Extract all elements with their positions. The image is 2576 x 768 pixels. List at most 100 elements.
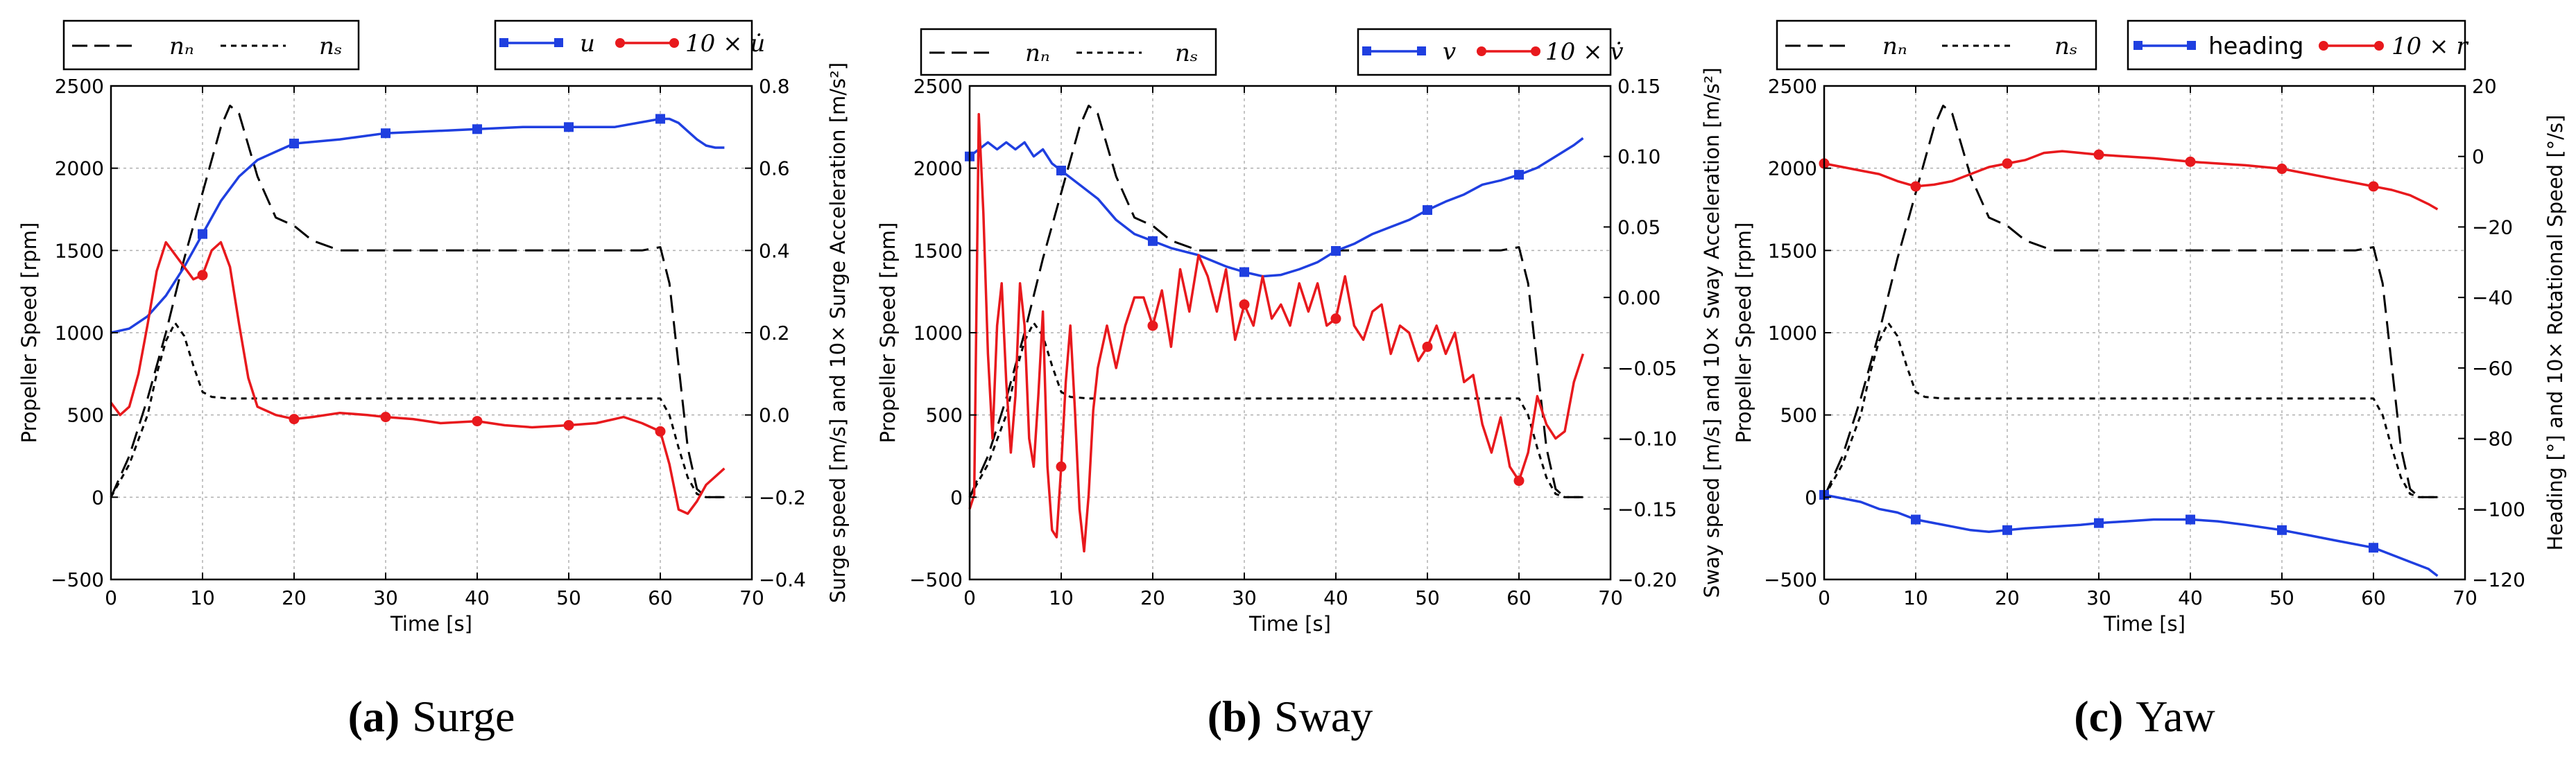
x-tick-label: 50: [556, 586, 581, 609]
y2-tick-label: −40: [2472, 286, 2513, 309]
y2-tick-label: −0.05: [1617, 357, 1677, 380]
x-tick-label: 20: [1995, 586, 2020, 609]
series-line-n-b: [110, 105, 725, 498]
data-marker: [1330, 313, 1341, 324]
x-tick-label: 70: [1598, 586, 1623, 609]
data-marker: [2277, 525, 2287, 535]
y2-tick-label: 20: [2472, 75, 2497, 98]
y-tick-label: 1500: [55, 239, 104, 262]
y2-tick-label: −80: [2472, 428, 2513, 451]
legend-label-nb: nₙ: [1025, 40, 1050, 67]
y-tick-label: 500: [1780, 404, 1817, 427]
y2-tick-label: −0.15: [1617, 498, 1677, 521]
x-tick-label: 20: [1140, 586, 1165, 609]
y-tick-label: 500: [926, 404, 963, 427]
y-tick-label: 1000: [1768, 322, 1817, 344]
y2-tick-label: 0.10: [1617, 146, 1660, 168]
x-tick-label: 10: [1049, 586, 1074, 609]
x-tick-label: 30: [1232, 586, 1257, 609]
y2-tick-label: 0.8: [759, 75, 790, 98]
y2-tick-label: −0.20: [1617, 568, 1677, 591]
legend-label-vdot: 10 × v̇: [1545, 38, 1624, 66]
caption: (c) Yaw: [2074, 692, 2215, 741]
x-tick-label: 0: [963, 586, 976, 609]
y2-tick-label: −0.4: [759, 568, 806, 591]
data-marker: [1514, 170, 1524, 180]
caption: (b) Sway: [1208, 692, 1373, 741]
x-tick-label: 0: [105, 586, 117, 609]
x-tick-label: 10: [1903, 586, 1928, 609]
panel-sway: 0 10 20 30 40 50 60 70−50005001000150020002500−…: [876, 28, 1724, 741]
y2-tick-label: 0.15: [1617, 75, 1660, 98]
y-tick-label: −500: [1764, 568, 1817, 591]
y2-tick-label: −120: [2472, 568, 2525, 591]
legend-propeller: nₙ nₛ: [1776, 19, 2097, 71]
x-tick-label: 10: [190, 586, 215, 609]
y-tick-label: 500: [67, 404, 104, 427]
y-tick-label: 2000: [1768, 157, 1817, 180]
x-tick-label: 30: [2086, 586, 2111, 609]
data-marker: [2094, 518, 2104, 528]
x-tick-label: 20: [282, 586, 307, 609]
data-marker: [2093, 149, 2104, 160]
y-axis-title: Propeller Speed [rpm]: [876, 222, 900, 444]
data-marker: [655, 426, 666, 437]
data-marker: [1910, 181, 1921, 192]
x-tick-label: 40: [465, 586, 490, 609]
y-tick-label: 1500: [913, 239, 963, 262]
series-line-n-b: [1823, 105, 2438, 498]
series-line-10x-v-dot: [968, 112, 1585, 553]
y2-tick-label: −60: [2472, 357, 2513, 380]
x-axis-title: Time [s]: [390, 612, 472, 636]
series-line-n-s: [1823, 322, 2438, 498]
x-axis-title: Time [s]: [2103, 612, 2186, 636]
y-tick-label: 2500: [1768, 75, 1817, 98]
y2-axis-title: Heading [°] and 10× Rotational Speed [°/…: [2543, 115, 2567, 551]
data-marker: [1239, 299, 1250, 310]
y2-tick-label: −0.10: [1617, 428, 1677, 451]
y2-tick-label: 0.2: [759, 322, 790, 344]
data-marker: [2369, 543, 2378, 553]
y-tick-label: 2000: [55, 157, 104, 180]
data-marker: [472, 416, 483, 427]
y-axis-title: Propeller Speed [rpm]: [1732, 222, 1755, 444]
legend-label-ns: nₛ: [319, 33, 342, 60]
data-marker: [2185, 156, 2196, 167]
series-line-n-s: [968, 322, 1583, 498]
series-line-n-b: [968, 105, 1583, 498]
data-marker: [2368, 181, 2379, 192]
y-tick-label: 0: [1805, 486, 1817, 509]
y2-tick-label: −20: [2472, 216, 2513, 238]
y-tick-label: −500: [909, 568, 963, 591]
data-marker: [198, 229, 207, 239]
data-marker: [1147, 320, 1158, 331]
panel-surge: 0 10 20 30 40 50 60 70−50005001000150020002500−…: [17, 19, 850, 741]
panel-yaw: 0 10 20 30 40 50 60 70−50005001000150020002500−…: [1732, 19, 2567, 741]
x-tick-label: 50: [2269, 586, 2294, 609]
data-marker: [472, 124, 482, 134]
legend-label-ns: nₛ: [1175, 40, 1198, 67]
legend-label-heading: heading: [2208, 33, 2303, 60]
y2-tick-label: −100: [2472, 498, 2525, 521]
data-marker: [2276, 164, 2287, 175]
y-axis-title: Propeller Speed [rpm]: [17, 222, 41, 444]
y-tick-label: 2000: [913, 157, 963, 180]
data-marker: [1331, 246, 1341, 256]
data-marker: [381, 128, 390, 139]
data-marker: [1911, 514, 1921, 525]
data-marker: [197, 270, 208, 281]
y-tick-label: 2500: [55, 75, 104, 98]
x-tick-label: 30: [373, 586, 398, 609]
y2-tick-label: 0.00: [1617, 286, 1660, 309]
x-tick-label: 50: [1415, 586, 1440, 609]
data-marker: [1239, 267, 1249, 277]
data-marker: [1423, 205, 1432, 216]
data-marker: [563, 420, 574, 430]
y-tick-label: 1000: [913, 322, 963, 344]
series-line-heading: [1823, 494, 2439, 577]
legend-motion: v 10 × v̇: [1357, 28, 1624, 76]
data-marker: [655, 114, 665, 124]
data-marker: [380, 412, 391, 423]
legend-propeller: nₙ nₛ: [62, 19, 360, 71]
